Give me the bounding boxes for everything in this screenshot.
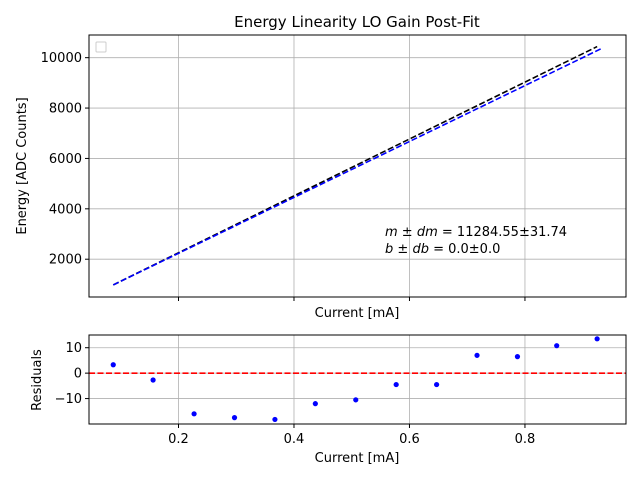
- residual-point: [393, 381, 399, 388]
- residuals-x-tick-label: 0.2: [168, 432, 189, 447]
- intercept-value: = 0.0±0.0: [429, 242, 500, 257]
- main-grid: [89, 35, 626, 297]
- residual-point: [150, 377, 156, 383]
- main-plot-frame: [88, 34, 627, 298]
- residual-point: [191, 411, 197, 417]
- residuals-x-axis-label: Current [mA]: [315, 451, 400, 466]
- legend-box: [95, 41, 107, 53]
- slope-symbol: m: [385, 225, 398, 240]
- residuals-y-tick-label: 10: [65, 341, 82, 356]
- residual-point: [312, 401, 318, 407]
- residual-point: [554, 343, 560, 349]
- residuals-y-tick-label: −10: [55, 392, 82, 407]
- slope-pm: ±: [398, 225, 417, 240]
- main-panel: 2000 4000 6000 8000 10000 Energy Linearity L…: [15, 13, 627, 321]
- intercept-pm: ±: [393, 242, 412, 257]
- main-y-tick-label: 2000: [49, 253, 82, 268]
- slope-value: = 11284.55±31.74: [438, 225, 567, 240]
- main-y-axis-label: Energy [ADC Counts]: [15, 97, 30, 234]
- chart-title: Energy Linearity LO Gain Post-Fit: [234, 13, 480, 31]
- residual-point: [353, 397, 359, 403]
- residual-point: [231, 415, 238, 421]
- residuals-x-tick-label: 0.6: [399, 432, 420, 447]
- main-y-tick-label: 8000: [49, 102, 82, 117]
- main-series: [112, 45, 604, 286]
- residuals-y-tick-label: 0: [74, 367, 82, 382]
- residuals-series: [89, 336, 626, 423]
- slope-annotation: m ± dm = 11284.55±31.74: [385, 225, 567, 240]
- residuals-x-tick-label: 0.8: [515, 432, 536, 447]
- residuals-panel: 0.2 0.4 0.6 0.8 −10 0 10 Current [mA] Residual…: [30, 334, 627, 466]
- residual-point: [474, 352, 480, 358]
- residual-point: [514, 354, 521, 360]
- main-y-tick-label: 10000: [41, 51, 82, 66]
- residuals-ticks: 0.2 0.4 0.6 0.8 −10 0 10: [55, 341, 536, 447]
- intercept-annotation: b ± db = 0.0±0.0: [385, 242, 500, 257]
- main-y-tick-label: 6000: [49, 152, 82, 167]
- main-y-tick-label: 4000: [49, 202, 82, 217]
- residuals-y-axis-label: Residuals: [30, 349, 45, 411]
- residuals-x-tick-label: 0.4: [284, 432, 305, 447]
- intercept-symbol: b: [385, 242, 393, 257]
- residual-point: [272, 416, 278, 423]
- residuals-plot-frame: [88, 334, 627, 425]
- main-ticks: 2000 4000 6000 8000 10000: [41, 51, 526, 301]
- slope-error-symbol: dm: [417, 225, 438, 240]
- residual-point: [594, 336, 600, 342]
- residual-point: [110, 362, 116, 368]
- main-x-axis-label: Current [mA]: [315, 306, 400, 321]
- residual-point: [434, 381, 440, 388]
- residuals-grid: [89, 335, 626, 424]
- series-line-data: [112, 47, 604, 286]
- intercept-error-symbol: db: [412, 242, 429, 257]
